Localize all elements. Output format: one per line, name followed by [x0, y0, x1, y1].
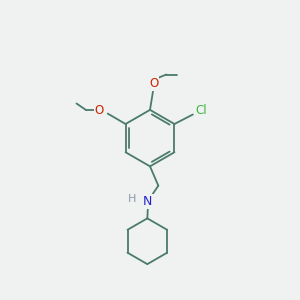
Text: Cl: Cl	[195, 104, 207, 117]
Text: O: O	[149, 77, 158, 90]
Text: H: H	[128, 194, 137, 204]
Text: O: O	[95, 103, 104, 116]
Text: N: N	[143, 195, 153, 208]
